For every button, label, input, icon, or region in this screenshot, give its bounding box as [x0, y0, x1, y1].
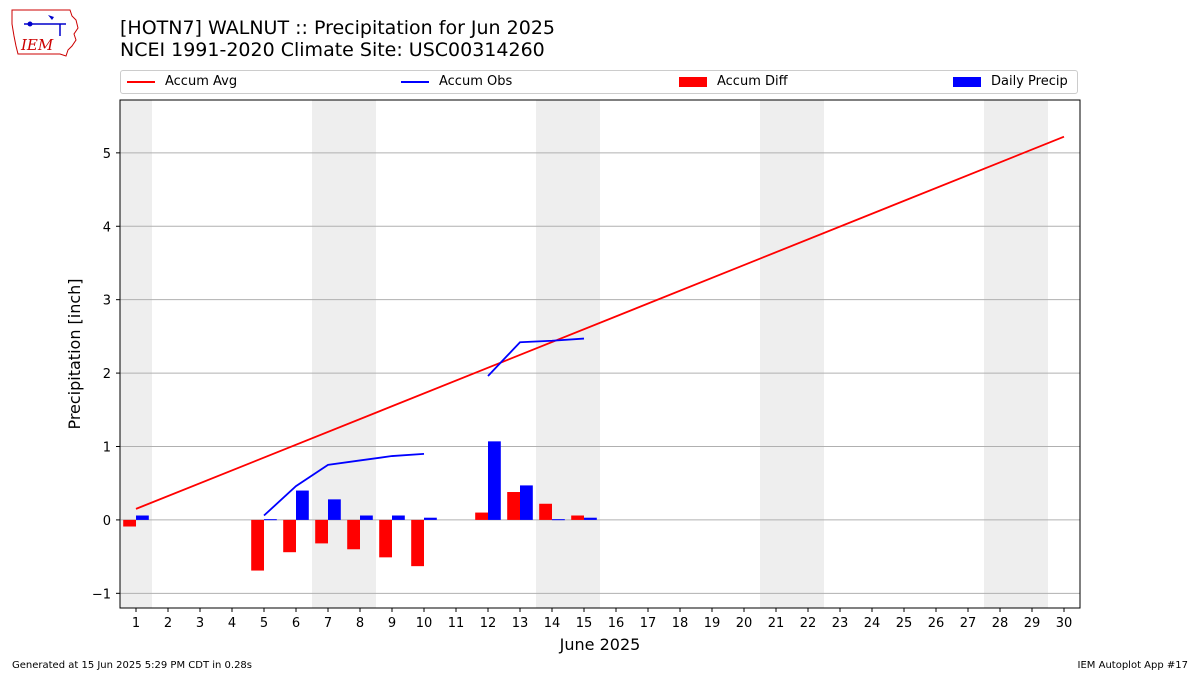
xtick-label-7: 7 [324, 616, 332, 631]
app-credit: IEM Autoplot App #17 [1077, 660, 1188, 671]
xtick-label-30: 30 [1056, 616, 1073, 631]
accum-diff-bar-day-8 [347, 519, 360, 550]
daily-precip-bar-day-13 [520, 485, 533, 520]
daily-precip-bar-day-10 [424, 517, 437, 520]
accum-diff-bar-day-6 [283, 519, 296, 553]
ytick-label-4: 4 [103, 220, 111, 235]
xtick-label-11: 11 [448, 616, 465, 631]
accum-diff-bar-day-12 [475, 512, 488, 520]
legend-label-daily-precip: Daily Precip [991, 74, 1068, 89]
legend-label-accum-obs: Accum Obs [439, 74, 513, 89]
legend-item-accum-obs: Accum Obs [401, 74, 512, 90]
daily-precip-bar-day-12 [488, 441, 501, 520]
xtick-label-21: 21 [768, 616, 785, 631]
accum-diff-bar-day-15 [571, 515, 584, 520]
daily-precip-bar-day-9 [392, 515, 405, 520]
ytick-label-0: 0 [103, 514, 111, 529]
xtick-label-22: 22 [800, 616, 817, 631]
accum-obs-line-segment-1 [487, 337, 585, 377]
y-axis-label: Precipitation [inch] [65, 278, 84, 429]
plot-frame [119, 99, 1081, 609]
xtick-label-20: 20 [736, 616, 753, 631]
legend-item-accum-avg: Accum Avg [127, 74, 237, 90]
legend-item-daily-precip: Daily Precip [953, 74, 1068, 90]
xtick-label-19: 19 [704, 616, 721, 631]
legend-label-accum-diff: Accum Diff [717, 74, 788, 89]
accum-diff-bar-day-1 [123, 519, 136, 527]
xtick-label-10: 10 [416, 616, 433, 631]
daily-precip-bar-day-1 [136, 515, 149, 520]
daily-precip-bar-day-6 [296, 490, 309, 520]
legend-swatch-accum-avg [127, 80, 155, 83]
legend-item-accum-diff: Accum Diff [679, 74, 788, 90]
ytick-label-3: 3 [103, 294, 111, 309]
xtick-label-4: 4 [228, 616, 236, 631]
daily-precip-bar-day-14 [552, 519, 565, 521]
accum-diff-bar-day-10 [411, 519, 424, 567]
svg-text:IEM: IEM [20, 36, 54, 54]
xtick-label-17: 17 [640, 616, 657, 631]
ytick-label-2: 2 [103, 367, 111, 382]
xtick-label-8: 8 [356, 616, 364, 631]
accum-diff-bar-day-14 [539, 503, 552, 520]
accum-diff-bar-day-5 [251, 519, 264, 571]
xtick-label-24: 24 [864, 616, 881, 631]
xtick-label-16: 16 [608, 616, 625, 631]
xtick-label-3: 3 [196, 616, 204, 631]
xtick-label-15: 15 [576, 616, 593, 631]
xtick-label-23: 23 [832, 616, 849, 631]
accum-diff-bar-day-9 [379, 519, 392, 558]
accum-diff-bar-day-7 [315, 519, 328, 544]
xtick-label-14: 14 [544, 616, 561, 631]
xtick-label-29: 29 [1024, 616, 1041, 631]
xtick-label-12: 12 [480, 616, 497, 631]
ytick-label-5: 5 [103, 147, 111, 162]
x-axis-label: June 2025 [559, 635, 641, 654]
chart-title: [HOTN7] WALNUT :: Precipitation for Jun … [120, 17, 555, 61]
xtick-label-27: 27 [960, 616, 977, 631]
title-line-1: [HOTN7] WALNUT :: Precipitation for Jun … [120, 17, 555, 39]
legend-swatch-accum-diff [679, 76, 707, 87]
xtick-label-13: 13 [512, 616, 529, 631]
ytick-label--1: −1 [92, 587, 111, 602]
title-line-2: NCEI 1991-2020 Climate Site: USC00314260 [120, 39, 545, 61]
chart-legend: Accum Avg Accum Obs Accum Diff Daily Pre… [120, 70, 1078, 94]
xtick-label-9: 9 [388, 616, 396, 631]
daily-precip-bar-day-5 [264, 519, 277, 521]
legend-label-accum-avg: Accum Avg [165, 74, 238, 89]
weekend-shade-2 [536, 100, 600, 608]
weekend-shade-4 [984, 100, 1048, 608]
daily-precip-bar-day-8 [360, 515, 373, 520]
weekend-shade-0 [120, 100, 152, 608]
accum-obs-line-segment-0 [263, 452, 425, 517]
accum-avg-line [135, 135, 1065, 510]
legend-swatch-accum-obs [401, 80, 429, 83]
weekend-shade-3 [760, 100, 824, 608]
xtick-label-2: 2 [164, 616, 172, 631]
iem-logo: IEM [8, 6, 80, 60]
xtick-label-26: 26 [928, 616, 945, 631]
xtick-label-18: 18 [672, 616, 689, 631]
xtick-label-5: 5 [260, 616, 268, 631]
xtick-label-28: 28 [992, 616, 1009, 631]
accum-diff-bar-day-13 [507, 492, 520, 520]
xtick-label-1: 1 [132, 616, 140, 631]
xtick-label-25: 25 [896, 616, 913, 631]
legend-swatch-daily-precip [953, 76, 981, 87]
generated-timestamp: Generated at 15 Jun 2025 5:29 PM CDT in … [12, 660, 253, 671]
ytick-label-1: 1 [103, 440, 111, 455]
xtick-label-6: 6 [292, 616, 300, 631]
daily-precip-bar-day-7 [328, 499, 341, 520]
daily-precip-bar-day-15 [584, 517, 597, 520]
iowa-map-icon: IEM [11, 9, 79, 57]
